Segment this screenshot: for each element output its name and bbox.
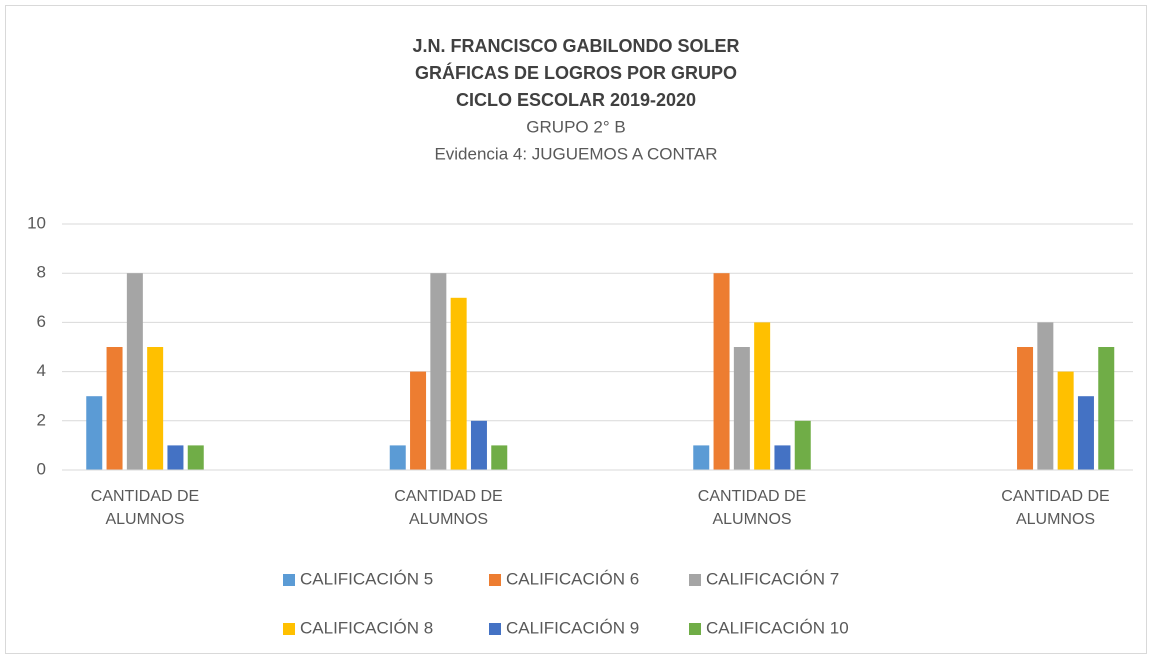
chart-subtitle: Evidencia 4: JUGUEMOS A CONTAR [434,144,717,163]
bar [126,273,143,470]
bar [147,347,164,470]
legend-label: CALIFICACIÓN 5 [300,569,433,588]
bar [86,396,103,470]
chart-title: J.N. FRANCISCO GABILONDO SOLER [412,36,739,56]
bar [389,445,406,470]
legend-swatch [489,574,501,586]
bar [167,445,184,470]
x-tick-label-box: CANTIDAD DE ALUMNOS [394,488,503,528]
x-tick-label-box: CANTIDAD DE ALUMNOS [697,488,807,528]
bar [733,347,750,470]
legend-label: CALIFICACIÓN 6 [506,569,639,588]
chart-subtitle: GRUPO 2° B [526,117,625,136]
chart-frame [5,5,1147,654]
legend-swatch [689,623,701,635]
bar [410,371,427,470]
x-tick-label: CANTIDAD DE ALUMNOS [1001,488,1110,528]
chart-title: CICLO ESCOLAR 2019-2020 [456,90,696,110]
bar [1017,347,1034,470]
bar [1077,396,1094,470]
legend-swatch [689,574,701,586]
x-tick-label: CANTIDAD DE ALUMNOS [90,488,200,528]
legend-label: CALIFICACIÓN 9 [506,618,639,637]
y-tick-label: 2 [37,410,46,429]
legend-swatch [283,574,295,586]
legend-label: CALIFICACIÓN 8 [300,618,433,637]
y-tick-label: 6 [37,312,46,331]
bar [187,445,204,470]
x-tick-label: CANTIDAD DE ALUMNOS [697,488,807,528]
y-tick-label: 4 [37,361,46,380]
legend-label: CALIFICACIÓN 7 [706,569,839,588]
bar [713,273,730,470]
bar [106,347,123,470]
legend-swatch [489,623,501,635]
x-tick-label-box: CANTIDAD DE ALUMNOS [90,488,200,528]
bar [1037,322,1054,470]
y-tick-label: 10 [27,213,46,232]
bar [1098,347,1115,470]
bar [754,322,771,470]
bar [794,420,811,470]
bar [693,445,710,470]
legend-swatch [283,623,295,635]
legend-label: CALIFICACIÓN 10 [706,618,849,637]
y-tick-label: 0 [37,459,46,478]
bar [1057,371,1074,470]
bar [491,445,508,470]
bar [774,445,791,470]
bar [450,297,467,470]
bar [470,420,487,470]
y-tick-label: 8 [37,263,46,282]
chart-title: GRÁFICAS DE LOGROS POR GRUPO [415,62,737,83]
x-tick-label: CANTIDAD DE ALUMNOS [394,488,503,528]
x-tick-label-box: CANTIDAD DE ALUMNOS [1001,488,1110,528]
bar [430,273,447,470]
